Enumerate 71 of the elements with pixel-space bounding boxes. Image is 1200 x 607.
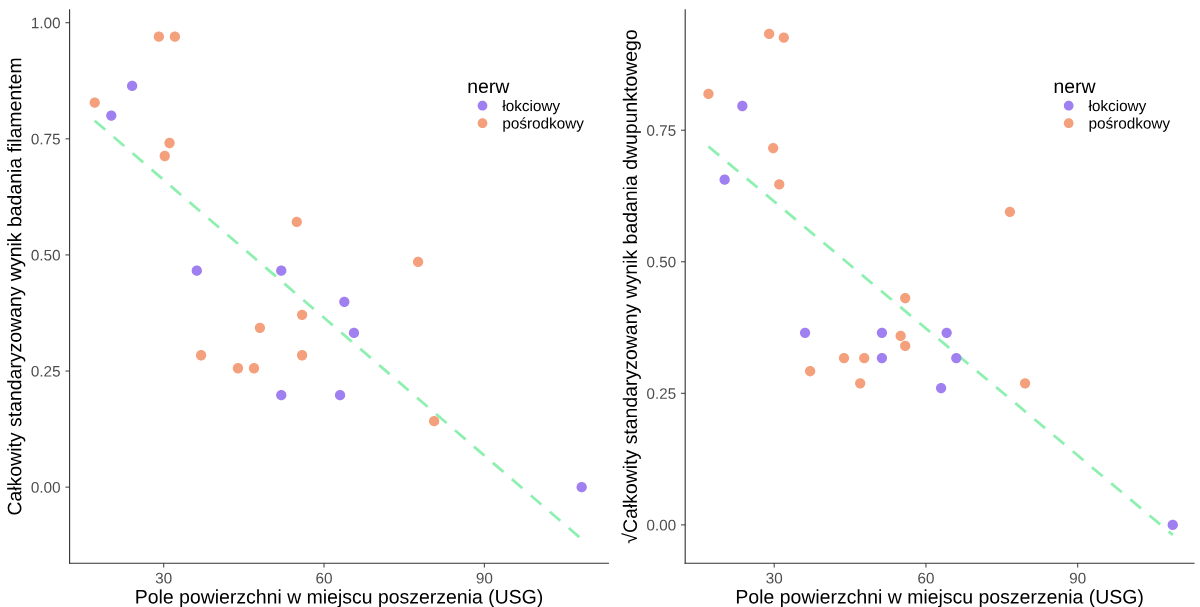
y-tick-label: 0.50 [647, 256, 676, 268]
x-tick-label: 60 [918, 572, 934, 584]
y-tick-label: 0.75 [31, 133, 60, 145]
point [159, 150, 170, 162]
point [941, 327, 952, 338]
point [804, 366, 816, 377]
point [1019, 378, 1031, 389]
point [296, 350, 308, 361]
y-tick-label: 0.75 [647, 125, 676, 136]
point [195, 350, 207, 361]
point [719, 174, 730, 185]
point [703, 88, 714, 100]
x-axis-title: Pole powierzchni w miejscu poszerzenia (USG) [736, 589, 1143, 607]
y-tick-label: 0.50 [31, 249, 60, 261]
point [778, 32, 789, 43]
point [106, 110, 117, 121]
point [1004, 206, 1016, 217]
x-tick-label: 30 [766, 572, 783, 584]
x-tick-label: 30 [155, 572, 172, 584]
point [951, 352, 962, 364]
point [764, 28, 775, 40]
point [935, 382, 947, 394]
point [169, 31, 181, 42]
point [1167, 519, 1178, 531]
point [576, 481, 587, 493]
point [296, 309, 308, 320]
y-axis-title: Całkowity standaryzowany wynik badania filamentem [7, 58, 26, 515]
point [876, 352, 888, 364]
x-tick-label: 60 [316, 572, 332, 584]
point [429, 416, 440, 427]
point [838, 352, 850, 364]
y-tick-label: 1.00 [32, 17, 60, 29]
point [291, 216, 302, 228]
y-tick-label: 0.25 [31, 365, 60, 377]
point [232, 363, 244, 374]
point [191, 265, 202, 276]
point [774, 179, 785, 190]
point [164, 137, 175, 149]
point [876, 327, 888, 338]
x-axis-title: Pole powierzchni w miejscu poszerzenia (USG) [136, 589, 543, 607]
point [334, 390, 346, 401]
point [248, 363, 260, 374]
point [799, 327, 811, 338]
point [89, 97, 100, 108]
point [276, 265, 287, 276]
x-tick-label: 90 [1069, 572, 1086, 584]
point [254, 322, 266, 333]
point [900, 292, 911, 304]
point [276, 390, 287, 401]
point [859, 352, 870, 364]
y-tick-label: 0.25 [647, 388, 676, 400]
point [126, 80, 138, 92]
point [339, 296, 350, 307]
point [412, 256, 424, 268]
legend-title: nerw [1054, 82, 1096, 94]
legend-label: pośrodkowy [503, 117, 584, 132]
point [855, 378, 866, 389]
x-tick-label: 90 [476, 572, 493, 584]
legend-label: pośrodkowy [1089, 117, 1171, 132]
legend-label: łokciowy [502, 100, 561, 115]
y-tick-label: 0.00 [31, 482, 60, 493]
point [895, 330, 906, 342]
point [900, 340, 911, 352]
point [153, 31, 165, 42]
legend-title: nerw [468, 82, 510, 94]
point [348, 327, 360, 339]
y-tick-label: 0.00 [647, 519, 676, 531]
point [768, 142, 779, 154]
legend-label: łokciowy [1088, 100, 1147, 115]
point [737, 100, 748, 112]
y-axis-title: √Całkowity standaryzowany wynik badania dwupunktowego [621, 30, 641, 544]
